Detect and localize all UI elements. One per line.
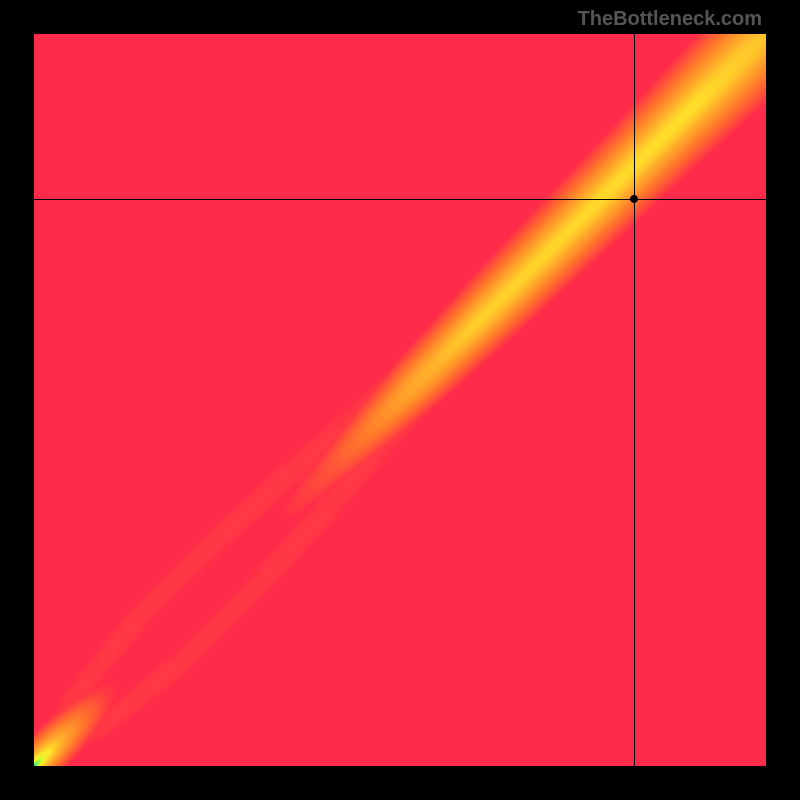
heatmap-canvas — [34, 34, 766, 766]
crosshair-marker — [630, 195, 638, 203]
crosshair-horizontal — [34, 199, 766, 200]
crosshair-vertical — [634, 34, 635, 766]
bottleneck-heatmap — [34, 34, 766, 766]
watermark-text: TheBottleneck.com — [578, 8, 762, 31]
